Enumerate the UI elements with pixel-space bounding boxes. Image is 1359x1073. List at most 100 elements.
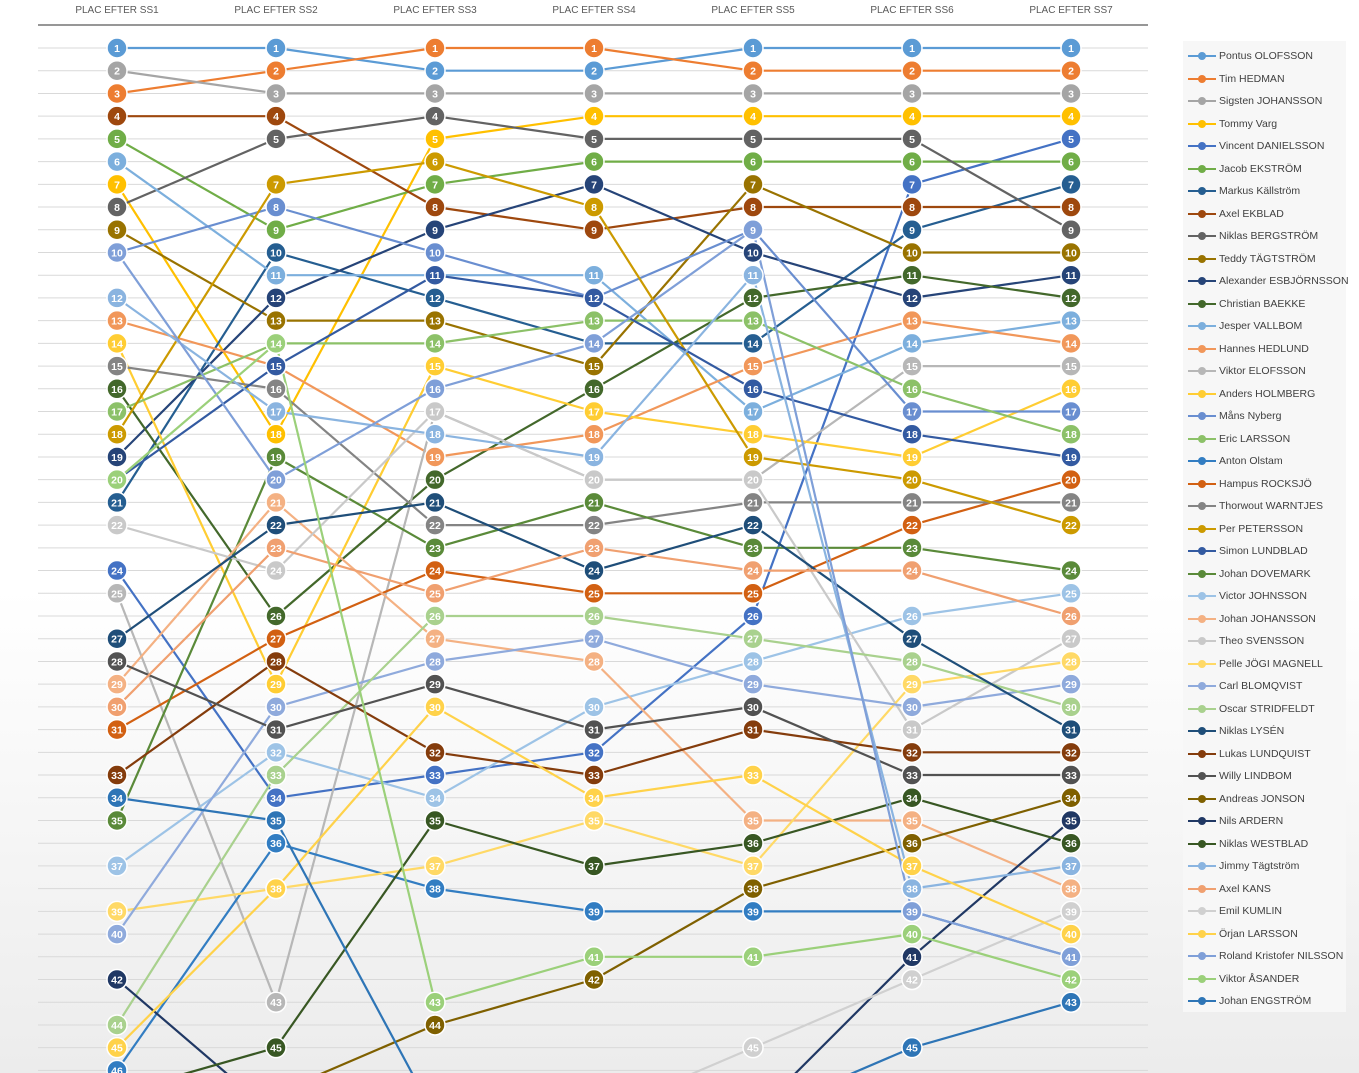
legend-label: Roland Kristofer NILSSON	[1219, 950, 1344, 963]
marker-label: 39	[111, 906, 123, 918]
marker-label: 16	[270, 384, 282, 396]
marker-label: 42	[111, 975, 123, 987]
marker-dot	[106, 627, 128, 650]
marker-dot	[106, 219, 128, 241]
position-marker: 14	[742, 332, 764, 355]
position-marker: 4	[424, 105, 446, 127]
legend-item: Anton Olstam	[1183, 450, 1346, 473]
legend-label: Andreas JONSON	[1219, 792, 1305, 805]
marker-dot	[901, 423, 923, 445]
marker-dot	[424, 605, 446, 627]
position-marker: 2	[424, 59, 446, 82]
position-marker: 16	[901, 378, 923, 400]
position-marker: 6	[583, 150, 605, 173]
position-marker: 12	[1060, 287, 1082, 309]
marker-dot	[742, 105, 764, 127]
position-marker: 27	[742, 627, 764, 650]
legend-item: Hampus ROCKSJÖ	[1183, 473, 1346, 496]
position-marker: 9	[106, 219, 128, 241]
position-marker: 29	[424, 673, 446, 695]
position-marker: 41	[583, 946, 605, 968]
marker-dot	[265, 264, 287, 286]
marker-label: 38	[1065, 884, 1077, 896]
legend-swatch	[1188, 254, 1216, 264]
marker-dot	[424, 378, 446, 400]
marker-label: 14	[270, 338, 282, 350]
marker-dot	[106, 105, 128, 127]
position-marker: 33	[901, 764, 923, 786]
legend-item: Teddy TÄGTSTRÖM	[1183, 248, 1346, 271]
position-marker: 15	[1060, 355, 1082, 377]
position-marker: 32	[583, 741, 605, 764]
legend-swatch	[1188, 726, 1216, 736]
marker-dot	[583, 59, 605, 82]
stage-header: PLAC EFTER SS7	[1029, 5, 1113, 16]
marker-label: 16	[906, 384, 918, 396]
marker-label: 21	[906, 497, 918, 509]
position-marker: 8	[106, 196, 128, 218]
position-marker: 4	[742, 105, 764, 127]
marker-dot	[1060, 514, 1082, 536]
marker-label: 3	[432, 88, 438, 100]
marker-label: 12	[588, 293, 600, 305]
marker-dot	[583, 378, 605, 400]
position-marker: 21	[265, 491, 287, 514]
legend-item: Axel EKBLAD	[1183, 203, 1346, 226]
marker-label: 30	[429, 702, 441, 714]
marker-dot	[901, 923, 923, 945]
marker-dot	[583, 37, 605, 59]
marker-label: 1	[114, 43, 120, 55]
marker-label: 6	[591, 157, 597, 169]
marker-label: 13	[747, 316, 759, 328]
legend-swatch	[1188, 299, 1216, 309]
marker-label: 31	[588, 725, 600, 737]
position-marker: 34	[424, 787, 446, 809]
position-marker: 31	[265, 718, 287, 741]
marker-label: 43	[270, 997, 282, 1009]
position-marker: 1	[1060, 37, 1082, 59]
legend-item: Eric LARSSON	[1183, 428, 1346, 451]
marker-label: 1	[273, 43, 279, 55]
marker-dot	[901, 491, 923, 514]
marker-label: 21	[111, 497, 123, 509]
marker-label: 41	[747, 952, 759, 964]
position-marker: 20	[265, 468, 287, 491]
marker-label: 45	[747, 1043, 759, 1055]
marker-dot	[1060, 809, 1082, 832]
position-marker: 18	[742, 423, 764, 445]
marker-dot	[106, 1059, 128, 1073]
position-marker: 19	[742, 446, 764, 468]
position-marker: 3	[106, 82, 128, 105]
marker-label: 12	[429, 293, 441, 305]
marker-label: 5	[1068, 134, 1074, 146]
position-marker: 20	[424, 468, 446, 491]
marker-dot	[106, 787, 128, 809]
legend-label: Viktor ELOFSSON	[1219, 365, 1306, 378]
legend-label: Hannes HEDLUND	[1219, 342, 1309, 355]
marker-dot	[583, 287, 605, 309]
marker-dot	[901, 559, 923, 582]
position-marker: 41	[742, 946, 764, 968]
marker-dot	[742, 309, 764, 332]
marker-dot	[742, 150, 764, 173]
marker-dot	[901, 219, 923, 241]
marker-label: 21	[270, 497, 282, 509]
legend-item: Willy LINDBOM	[1183, 765, 1346, 788]
legend-item: Sigsten JOHANSSON	[1183, 90, 1346, 113]
marker-label: 9	[909, 225, 915, 237]
marker-label: 20	[747, 475, 759, 487]
marker-dot	[583, 400, 605, 423]
marker-label: 28	[906, 656, 918, 668]
legend-item: Andreas JONSON	[1183, 788, 1346, 811]
legend-swatch	[1188, 906, 1216, 916]
marker-dot	[265, 877, 287, 900]
legend-label: Carl BLOMQVIST	[1219, 680, 1303, 693]
position-marker: 9	[424, 219, 446, 241]
marker-dot	[424, 332, 446, 355]
marker-dot	[1060, 605, 1082, 627]
marker-dot	[265, 991, 287, 1013]
position-marker: 33	[742, 764, 764, 786]
marker-dot	[901, 264, 923, 286]
marker-dot	[424, 423, 446, 445]
position-marker: 11	[583, 264, 605, 286]
